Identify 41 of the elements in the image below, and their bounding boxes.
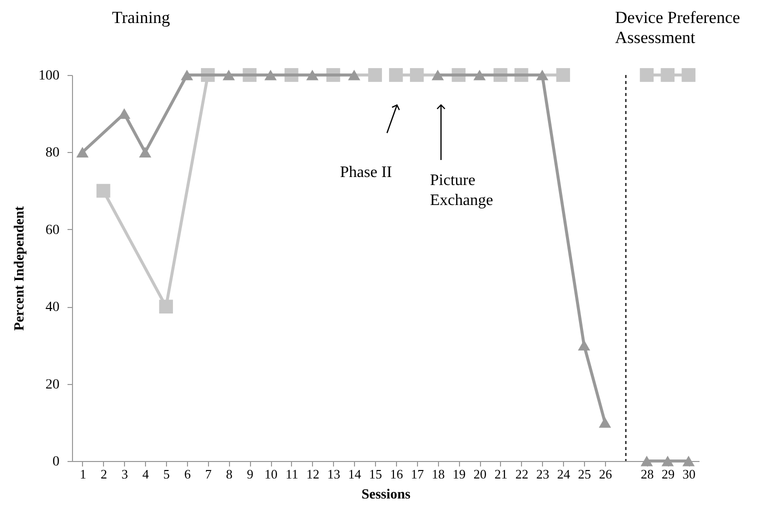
x-tick-label: 9	[246, 466, 254, 482]
y-tick-label: 80	[46, 146, 60, 161]
x-tick-label: 29	[662, 466, 675, 482]
annotation: Picture Exchange	[430, 172, 494, 209]
x-tick-label: 28	[640, 466, 654, 482]
x-tick-label: 18	[432, 466, 445, 482]
x-tick-label: 23	[536, 466, 550, 482]
text: Device Preference Assessment	[615, 8, 740, 47]
y-axis-title: Percent Independent	[12, 206, 28, 331]
y-tick-label: 60	[46, 222, 60, 238]
x-tick-label: 12	[306, 466, 320, 482]
x-tick-label: 6	[184, 466, 192, 482]
x-tick-label: 16	[390, 466, 404, 482]
y-tick-label: 20	[46, 377, 60, 392]
x-tick-label: 26	[598, 466, 612, 482]
x-tick-label: 3	[122, 466, 128, 482]
x-tick-label: 8	[226, 466, 232, 482]
x-tick-label: 19	[452, 466, 466, 482]
x-tick-label: 14	[348, 466, 362, 482]
x-tick-label: 20	[474, 466, 487, 482]
x-tick-label: 30	[682, 466, 696, 482]
x-tick-label: 7	[205, 466, 212, 482]
x-tick-label: 25	[578, 466, 592, 482]
y-tick-label: 100	[38, 68, 60, 84]
x-tick-label: 13	[327, 466, 340, 482]
y-tick-label: 0	[52, 454, 60, 470]
x-tick-label: 11	[286, 466, 298, 482]
x-tick-label: 15	[369, 466, 382, 482]
x-tick-label: 1	[80, 466, 86, 482]
x-tick-label: 10	[264, 466, 278, 482]
x-tick-label: 17	[410, 466, 424, 482]
x-tick-label: 2	[100, 466, 108, 482]
y-tick-label: 40	[46, 300, 60, 316]
x-tick-label: 24	[557, 466, 571, 482]
x-tick-label: 22	[515, 466, 528, 482]
x-tick-label: 4	[142, 466, 150, 482]
x-axis-title: Sessions	[361, 488, 412, 502]
x-tick-label: 5	[163, 466, 170, 482]
annotation: Phase II	[340, 164, 392, 181]
x-tick-label: 21	[494, 466, 508, 482]
text: Training	[112, 8, 170, 27]
